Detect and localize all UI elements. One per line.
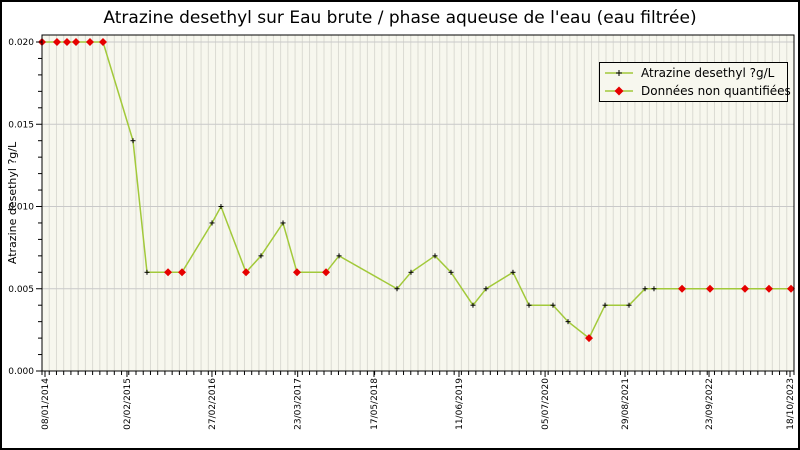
chart-title: Atrazine desethyl sur Eau brute / phase … [103, 8, 697, 28]
data-point-diamond [98, 38, 107, 46]
data-point-diamond [585, 334, 594, 343]
data-point-diamond [706, 284, 715, 293]
data-point-diamond [764, 284, 773, 293]
data-point-diamond [322, 268, 331, 277]
y-tick-label: 0.015 [8, 120, 34, 130]
x-tick-label: 05/07/2020 [541, 378, 551, 430]
x-tick-label: 27/02/2016 [208, 378, 218, 430]
x-tick-label: 02/02/2015 [123, 378, 133, 430]
data-line [42, 41, 791, 340]
legend: Atrazine desethyl ?g/L Données non quant… [599, 62, 791, 102]
data-point-diamond [740, 284, 749, 293]
y-tick-label: 0.010 [8, 203, 34, 213]
y-tick-label: 0.000 [8, 367, 34, 377]
data-point-diamond [242, 268, 251, 277]
legend-label-unquantified: Données non quantifiées [641, 83, 791, 98]
x-tick-label: 23/03/2017 [294, 378, 304, 430]
x-tick-label: 11/06/2019 [455, 378, 465, 430]
unquantified-diamond-icon [605, 86, 633, 96]
y-tick-label: 0.020 [8, 38, 34, 48]
data-point-diamond [71, 38, 80, 46]
x-tick-label: 29/08/2021 [621, 378, 631, 430]
y-axis-label: Atrazine desethyl ?g/L [6, 141, 19, 264]
data-point-diamond [786, 284, 795, 293]
data-point-diamond [293, 268, 302, 277]
data-point-diamond [178, 268, 187, 277]
data-point-diamond [85, 38, 94, 46]
x-tick-label: 23/09/2022 [705, 378, 715, 430]
legend-item-series: Atrazine desethyl ?g/L [604, 65, 783, 81]
legend-item-unquantified: Données non quantifiées [604, 83, 791, 99]
series-line-plus-icon [605, 70, 633, 77]
legend-label-series: Atrazine desethyl ?g/L [641, 66, 775, 81]
data-point-diamond [164, 268, 173, 277]
data-point-diamond [62, 38, 71, 46]
data-point-diamond [52, 38, 61, 46]
x-tick-label: 17/05/2018 [370, 378, 380, 430]
data-point-diamond [678, 284, 687, 293]
x-tick-label: 08/01/2014 [41, 378, 51, 430]
y-tick-label: 0.005 [8, 285, 34, 295]
x-tick-label: 18/10/2023 [786, 378, 796, 430]
